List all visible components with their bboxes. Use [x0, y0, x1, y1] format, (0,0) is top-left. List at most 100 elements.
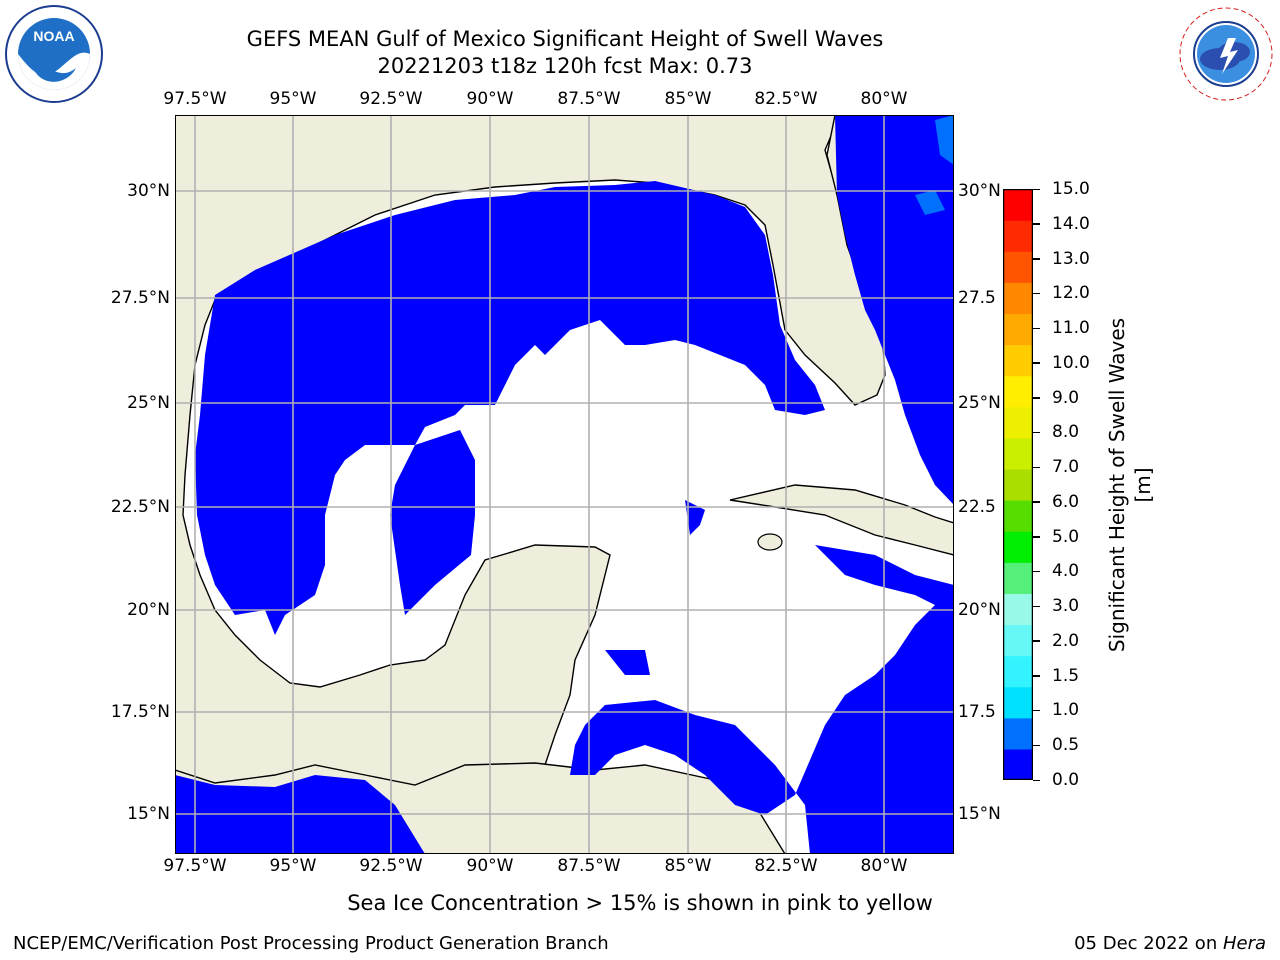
colorbar-label-10: 8.0: [1052, 422, 1080, 443]
colorbar-label-13: 11.0: [1052, 318, 1090, 339]
noaa-logo-text: NOAA: [33, 28, 74, 44]
lat-tick-right-2: 25°N: [958, 393, 1001, 413]
colorbar-segment-9: [1003, 468, 1033, 501]
colorbar-segment-5: [1003, 593, 1033, 626]
lat-tick-left-0: 30°N: [127, 181, 170, 201]
colorbar-label-16: 14.0: [1052, 213, 1090, 234]
colorbar-label-1: 0.5: [1052, 735, 1080, 756]
colorbar-label-6: 4.0: [1052, 561, 1080, 582]
lat-tick-left-2: 25°N: [127, 393, 170, 413]
colorbar-tick-1: [1033, 744, 1040, 747]
sea-ice-caption: Sea Ice Concentration > 15% is shown in …: [347, 891, 933, 915]
lon-tick-top-4: 87.5°W: [557, 89, 621, 109]
colorbar-segment-12: [1003, 375, 1033, 408]
nws-logo: [1178, 6, 1274, 102]
noaa-logo: NOAA: [5, 5, 103, 103]
colorbar-segment-17: [1003, 220, 1033, 252]
colorbar-frame: [1003, 189, 1033, 780]
lon-tick-bottom-4: 87.5°W: [557, 856, 621, 876]
lat-tick-left-1: 27.5°N: [110, 288, 170, 308]
chart-title: GEFS MEAN Gulf of Mexico Significant Hei…: [246, 27, 884, 51]
colorbar-tick-4: [1033, 640, 1040, 642]
colorbar-segment-18: [1003, 189, 1033, 221]
colorbar-label-7: 5.0: [1052, 526, 1080, 547]
swell-patch-mid-2: [915, 190, 945, 215]
lat-tick-right-3: 22.5: [958, 497, 996, 517]
lat-tick-right-1: 27.5: [958, 288, 996, 308]
colorbar-label-12: 10.0: [1052, 352, 1090, 373]
lat-tick-right-4: 20°N: [958, 600, 1001, 620]
colorbar-tick-0: [1033, 779, 1040, 781]
colorbar-tick-5: [1033, 605, 1040, 608]
colorbar-label-8: 6.0: [1052, 491, 1080, 512]
lon-tick-top-0: 97.5°W: [163, 89, 227, 109]
colorbar-label-15: 13.0: [1052, 248, 1090, 269]
colorbar: [1003, 189, 1033, 780]
lat-tick-right-5: 17.5: [958, 702, 996, 722]
colorbar-label-4: 2.0: [1052, 630, 1080, 651]
colorbar-tick-15: [1033, 258, 1040, 260]
colorbar-label-2: 1.0: [1052, 700, 1080, 721]
colorbar-label-11: 9.0: [1052, 387, 1080, 408]
colorbar-segment-0: [1003, 748, 1033, 780]
swell-region-north: [195, 181, 825, 635]
colorbar-tick-10: [1033, 431, 1040, 434]
footer-date: 05 Dec 2022 on Hera: [1074, 933, 1266, 954]
colorbar-segment-1: [1003, 717, 1033, 750]
colorbar-label-17: 15.0: [1052, 179, 1090, 199]
colorbar-tick-3: [1033, 675, 1040, 677]
swell-region-caribbean: [570, 545, 954, 854]
lon-tick-bottom-6: 82.5°W: [754, 856, 818, 876]
lon-tick-bottom-3: 90°W: [466, 856, 514, 876]
chart-subtitle: 20221203 t18z 120h fcst Max: 0.73: [377, 54, 753, 78]
swell-patch-yucatan: [685, 500, 705, 535]
colorbar-segment-7: [1003, 531, 1033, 563]
colorbar-segment-14: [1003, 313, 1033, 346]
footer-date-text: 05 Dec 2022 on: [1074, 933, 1223, 954]
footer-host: Hera: [1222, 933, 1266, 954]
colorbar-segment-3: [1003, 655, 1033, 688]
colorbar-segment-2: [1003, 686, 1033, 719]
lon-tick-top-7: 80°W: [860, 89, 908, 109]
colorbar-tick-16: [1033, 223, 1040, 225]
lon-tick-bottom-5: 85°W: [664, 856, 712, 876]
lat-tick-right-0: 30°N: [958, 181, 1001, 201]
lon-tick-bottom-2: 92.5°W: [359, 856, 423, 876]
lon-tick-bottom-1: 95°W: [269, 856, 317, 876]
lon-tick-top-3: 90°W: [466, 89, 514, 109]
lat-tick-left-4: 20°N: [127, 600, 170, 620]
colorbar-tick-7: [1033, 536, 1040, 538]
colorbar-segment-15: [1003, 282, 1033, 315]
lon-tick-bottom-7: 80°W: [860, 856, 908, 876]
lon-tick-bottom-0: 97.5°W: [163, 856, 227, 876]
map-panel: [175, 115, 954, 854]
colorbar-title: Significant Height of Swell Waves [m]: [1105, 317, 1155, 653]
colorbar-label-9: 7.0: [1052, 457, 1080, 478]
colorbar-tick-6: [1033, 570, 1040, 573]
colorbar-segment-13: [1003, 344, 1033, 377]
colorbar-tick-8: [1033, 501, 1040, 503]
lon-tick-top-2: 92.5°W: [359, 89, 423, 109]
colorbar-tick-14: [1033, 292, 1040, 295]
lat-tick-left-3: 22.5°N: [110, 497, 170, 517]
colorbar-label-5: 3.0: [1052, 596, 1080, 617]
swell-patch-south: [605, 650, 650, 675]
lat-tick-left-6: 15°N: [127, 804, 170, 824]
lat-tick-left-5: 17.5°N: [110, 702, 170, 722]
lon-tick-top-1: 95°W: [269, 89, 317, 109]
colorbar-segment-8: [1003, 500, 1033, 532]
graticule: [175, 115, 954, 854]
colorbar-segment-16: [1003, 251, 1033, 283]
colorbar-tick-9: [1033, 466, 1040, 469]
swell-region-central: [390, 430, 475, 615]
colorbar-tick-12: [1033, 362, 1040, 364]
colorbar-segment-4: [1003, 624, 1033, 657]
colorbar-segment-11: [1003, 406, 1033, 439]
colorbar-tick-17: [1033, 188, 1040, 190]
footer-credit: NCEP/EMC/Verification Post Processing Pr…: [13, 933, 609, 954]
lon-tick-top-5: 85°W: [664, 89, 712, 109]
land-isle-of-youth: [757, 533, 783, 551]
colorbar-segment-6: [1003, 562, 1033, 594]
colorbar-label-14: 12.0: [1052, 283, 1090, 304]
colorbar-label-3: 1.5: [1052, 665, 1080, 686]
